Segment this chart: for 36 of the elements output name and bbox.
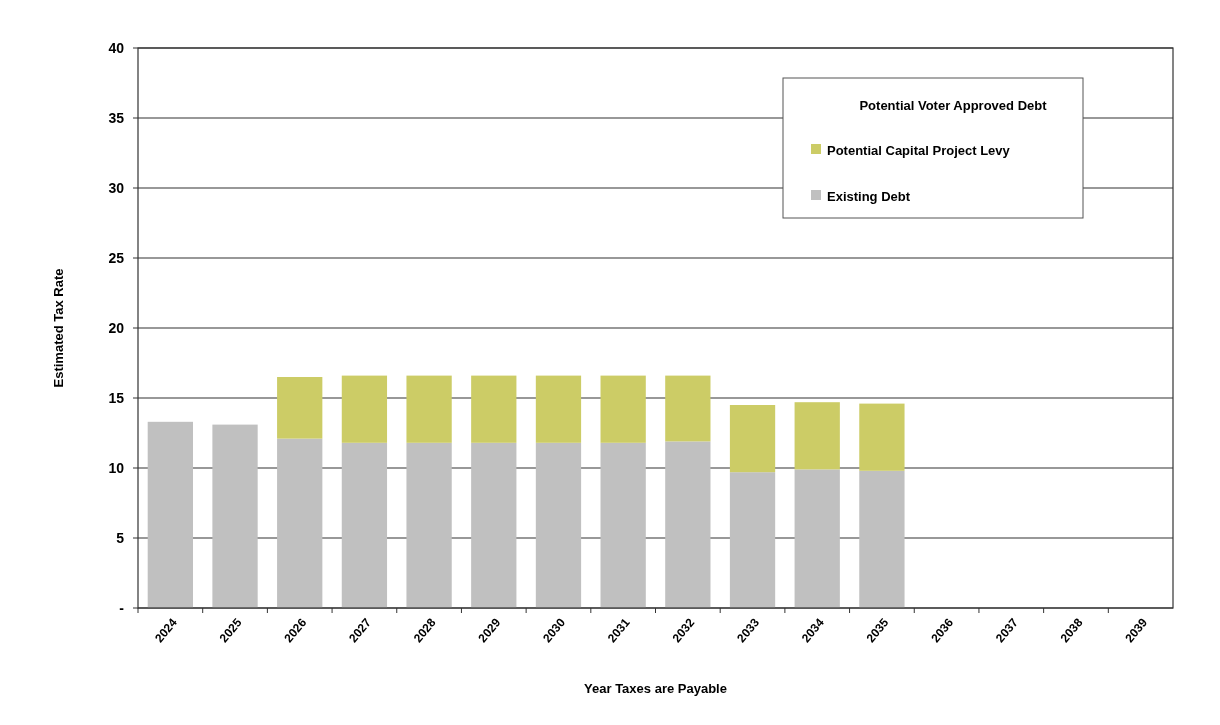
legend-title: Potential Voter Approved Debt (859, 98, 1048, 113)
bar (406, 375, 452, 443)
bar (665, 441, 711, 608)
bar (729, 472, 776, 608)
legend-label: Potential Capital Project Levy (827, 142, 1011, 158)
x-axis-title: Year Taxes are Payable (584, 681, 727, 696)
bar (277, 438, 323, 608)
bar (665, 375, 711, 442)
y-tick-label: 25 (108, 249, 125, 266)
y-tick-label: 40 (108, 39, 125, 56)
bar (341, 442, 388, 608)
bar (535, 442, 582, 608)
bar (341, 375, 388, 443)
bar (600, 375, 646, 443)
bar (794, 469, 840, 608)
bar (147, 421, 193, 608)
bar (471, 375, 517, 443)
y-tick-label: 5 (116, 529, 125, 546)
bar (600, 442, 646, 608)
bar (794, 402, 840, 470)
y-tick-label: 15 (108, 389, 125, 406)
bar (406, 442, 452, 608)
bar (471, 442, 517, 608)
legend-label: Existing Debt (827, 188, 911, 204)
y-tick-label: 10 (108, 459, 125, 476)
bar (277, 377, 323, 439)
bar (729, 405, 776, 473)
bar (859, 470, 905, 608)
bar (859, 403, 905, 471)
bar (535, 375, 582, 443)
y-axis-title: Estimated Tax Rate (51, 268, 66, 388)
y-tick-label: 35 (108, 109, 125, 126)
y-tick-label: 30 (108, 179, 125, 196)
bar (212, 424, 258, 608)
y-tick-label: 20 (108, 319, 125, 336)
y-tick-label: - (119, 599, 125, 616)
